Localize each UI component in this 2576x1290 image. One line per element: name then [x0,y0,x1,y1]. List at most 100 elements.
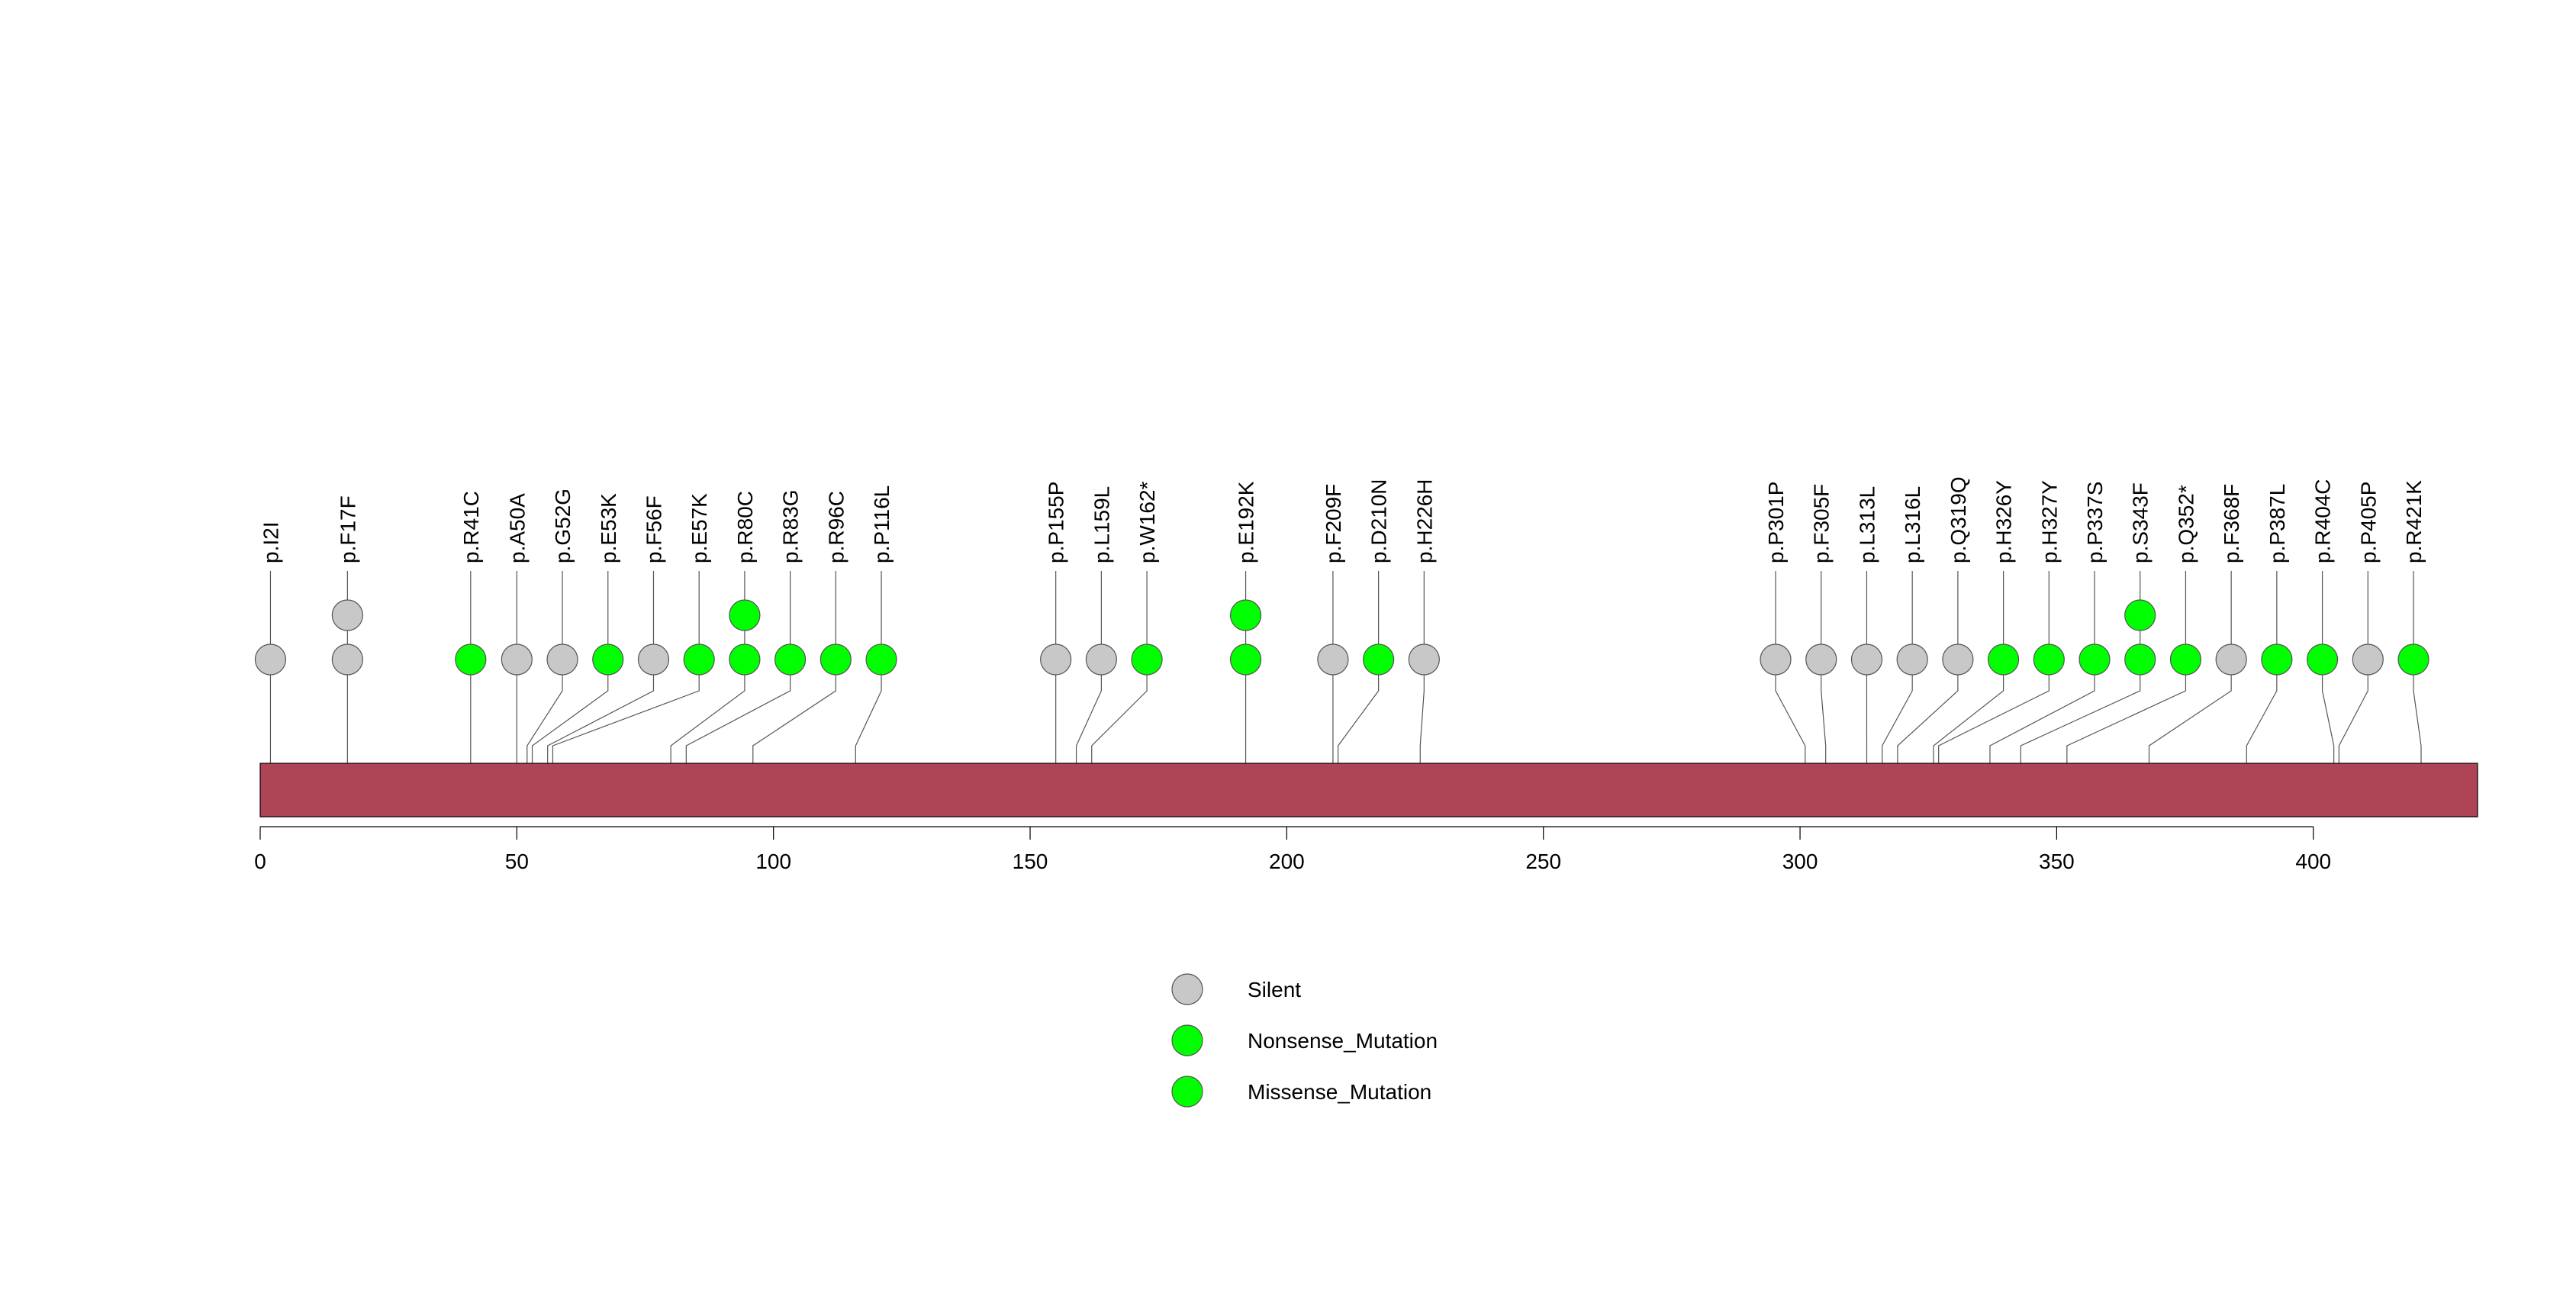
mutation-label: p.A50A [505,493,529,563]
x-tick-label: 300 [1782,850,1818,873]
mutation-label: p.F305F [1810,484,1834,563]
mutation-circle-silent [1760,643,1792,676]
mutation-circle-missense-mutation [2079,643,2111,676]
x-tick-label: 250 [1525,850,1561,873]
mutation-label: p.L316L [1901,486,1924,563]
mutation-circle-missense-mutation [729,643,761,676]
mutation-connector [2148,571,2232,763]
mutation-label: p.R41C [459,491,483,563]
mutation-circle-missense-mutation [2397,643,2429,676]
mutation-circle-missense-mutation [1987,643,2020,676]
mutation-connector [1775,571,1806,763]
mutation-label: p.H326Y [1992,480,2016,563]
mutation-circle-silent [1896,643,1928,676]
mutation-label: p.F209F [1322,484,1345,563]
mutation-circle-missense-mutation [774,643,807,676]
mutation-connector [1075,571,1102,763]
x-tick-label: 200 [1269,850,1305,873]
mutation-circle-silent [637,643,670,676]
mutation-circle-silent [1850,643,1883,676]
mutation-circle-missense-mutation [2124,643,2156,676]
mutation-label: p.R80C [733,491,757,563]
mutation-connector [1091,571,1148,763]
mutation-circle-silent [1942,643,1974,676]
legend-label: Missense_Mutation [1248,1080,1431,1104]
mutation-connector [2321,571,2335,763]
mutation-circle-silent [331,599,363,631]
x-axis: 0 50 100 150 200 250 300 350 400 [254,826,2331,873]
mutation-label: p.H327Y [2037,480,2061,563]
mutation-label: p.P116L [870,485,894,563]
mutation-label: p.Q319Q [1946,476,1970,563]
mutation-label: p.F368F [2220,484,2243,563]
legend: Silent Nonsense_Mutation Missense_Mutation [1171,973,1438,1108]
mutation-connector [2413,571,2422,763]
mutation-label: p.L313L [1855,486,1879,563]
mutation-connector [752,571,836,763]
mutation-connector [2246,571,2278,763]
mutation-label: p.D210N [1367,479,1391,563]
mutation-label: p.F17F [336,495,359,563]
legend-label: Nonsense_Mutation [1248,1029,1438,1053]
mutation-label: p.R421K [2402,480,2426,563]
x-tick-label: 0 [254,850,266,873]
x-tick-label: 50 [505,850,529,873]
legend-swatch-missense-mutation [1171,1076,1203,1108]
mutation-label: p.R96C [824,491,848,563]
legend-swatch-nonsense-mutation [1171,1024,1203,1056]
mutation-label: p.R83G [779,490,803,564]
mutation-label: p.G52G [551,489,575,563]
mutation-circle-missense-mutation [2033,643,2065,676]
mutation-connector [531,571,609,763]
x-tick-label: 150 [1013,850,1048,873]
mutation-label: p.L159L [1090,486,1113,563]
mutation-label: p.E192K [1235,481,1258,563]
mutation-circle-silent [1805,643,1837,676]
mutation-circle-silent [2352,643,2384,676]
mutation-circle-missense-mutation [865,643,897,676]
mutation-circle-silent [1317,643,1349,676]
mutation-label: p.F56F [642,495,665,563]
mutation-circle-silent [1408,643,1440,676]
mutation-circle-silent [501,643,533,676]
mutation-connector [1933,571,2004,763]
mutation-label: p.H226H [1412,479,1436,563]
mutation-label: p.E53K [597,493,620,563]
x-tick-label: 350 [2039,850,2075,873]
mutation-connector [2066,571,2187,763]
mutation-connector [1897,571,1959,763]
mutation-circle-silent [331,643,363,676]
mutation-connector [855,571,882,763]
mutation-label: p.P405P [2356,482,2380,563]
mutation-connector [1989,571,2095,763]
mutation-circle-missense-mutation [683,643,715,676]
mutation-connector [526,571,563,763]
mutation-label: p.P301P [1764,482,1788,563]
mutation-label: p.P387L [2265,484,2289,563]
mutation-connector [547,571,655,763]
mutation-circle-silent [1040,643,1072,676]
mutation-label: p.S343F [2129,482,2153,563]
mutation-circle-missense-mutation [2261,643,2293,676]
mutation-markers [254,599,2429,676]
mutation-label: p.W162* [1135,482,1159,563]
connector-lines [269,571,2422,763]
mutation-label: p.P155P [1045,482,1068,563]
mutation-circle-missense-mutation [455,643,487,676]
mutation-label: p.I2I [259,522,282,563]
mutation-circle-missense-mutation [592,643,624,676]
mutation-circle-missense-mutation [819,643,852,676]
mutation-circle-silent [1085,643,1117,676]
mutation-connector [1821,571,1827,763]
legend-swatch-silent [1171,973,1203,1005]
mutation-connector [2338,571,2368,763]
mutation-connector [1419,571,1425,763]
mutation-circle-missense-mutation [2124,599,2156,631]
mutation-circle-nonsense-mutation [1131,643,1163,676]
mutation-circle-missense-mutation [1363,643,1395,676]
mutation-circle-silent [254,643,287,676]
mutation-label: p.P337S [2083,482,2107,563]
mutation-connector [552,571,700,763]
